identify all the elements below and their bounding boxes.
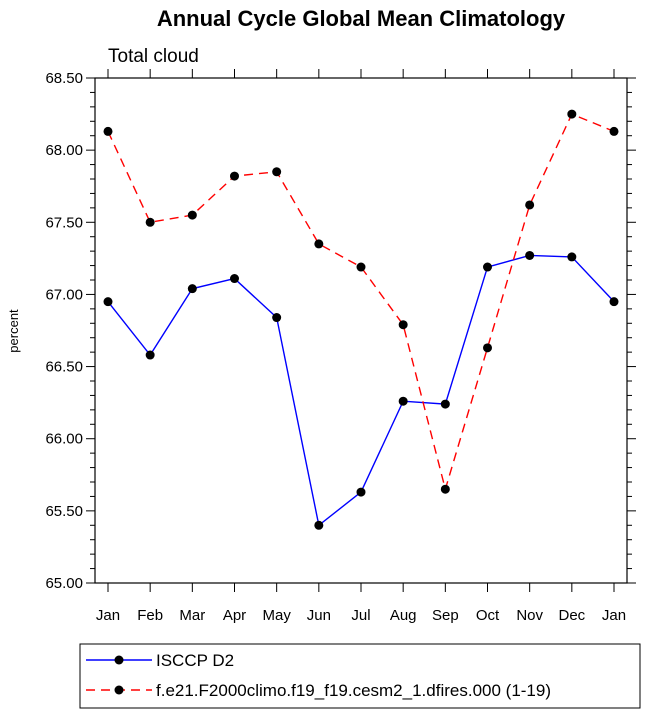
- x-tick-label: Jul: [351, 607, 370, 624]
- plot-frame: [94, 77, 628, 584]
- x-tick-label: Feb: [137, 607, 163, 624]
- x-tick-label: Nov: [516, 607, 543, 624]
- data-point-1: [145, 217, 155, 227]
- data-point-1: [440, 484, 450, 494]
- data-point-1: [187, 210, 197, 220]
- axis-ticks: [86, 69, 636, 592]
- data-point-0: [440, 399, 450, 409]
- data-point-1: [525, 200, 535, 210]
- data-point-1: [272, 167, 282, 177]
- legend-marker-0: [114, 655, 124, 665]
- data-point-1: [398, 320, 408, 330]
- x-tick-label: May: [262, 607, 291, 624]
- data-point-0: [483, 262, 492, 272]
- x-tick-label: Oct: [476, 607, 500, 624]
- data-point-0: [398, 396, 408, 406]
- series-lines: [107, 113, 615, 527]
- data-point-0: [187, 284, 197, 294]
- y-tick-label: 67.50: [45, 214, 83, 231]
- series-markers: [103, 109, 619, 530]
- data-point-0: [609, 297, 619, 307]
- legend: ISCCP D2 f.e21.F2000climo.f19_f19.cesm2_1…: [79, 643, 641, 709]
- x-tick-label: Apr: [223, 607, 246, 624]
- data-point-0: [314, 520, 324, 530]
- x-tick-labels: Jan Feb Mar Apr May Jun Jul Aug Sep Oct Nov Dec Jan: [96, 607, 626, 624]
- chart-subtitle: Total cloud: [108, 46, 199, 67]
- y-tick-label: 66.50: [45, 359, 83, 376]
- legend-marker-1: [114, 685, 124, 695]
- legend-items: ISCCP D2 f.e21.F2000climo.f19_f19.cesm2_1…: [86, 651, 551, 700]
- series-line-0: [107, 254, 615, 527]
- y-tick-label: 65.00: [45, 575, 83, 592]
- y-tick-label: 68.00: [45, 142, 83, 159]
- y-tick-label: 68.50: [45, 70, 83, 87]
- data-point-1: [609, 126, 619, 136]
- legend-label-0: ISCCP D2: [156, 651, 234, 670]
- data-point-1: [314, 239, 324, 249]
- data-point-0: [567, 252, 577, 262]
- x-tick-label: Sep: [432, 607, 459, 624]
- x-tick-label: Aug: [390, 607, 417, 624]
- y-tick-labels: 65.00 65.50 66.00 66.50 67.00 67.50 68.00 68.50: [45, 70, 83, 592]
- x-tick-label: Jun: [307, 607, 331, 624]
- data-point-1: [483, 343, 492, 353]
- data-point-1: [356, 262, 366, 272]
- data-point-0: [525, 250, 535, 260]
- y-tick-label: 66.00: [45, 431, 83, 448]
- data-point-0: [103, 297, 113, 307]
- x-tick-label: Jan: [602, 607, 626, 624]
- x-tick-label: Dec: [558, 607, 585, 624]
- data-point-1: [567, 109, 577, 119]
- data-point-0: [356, 487, 366, 497]
- data-point-1: [103, 126, 113, 136]
- data-point-0: [230, 274, 239, 284]
- chart-title: Annual Cycle Global Mean Climatology: [157, 6, 566, 31]
- x-tick-label: Jan: [96, 607, 120, 624]
- data-point-0: [272, 313, 282, 323]
- legend-box: [79, 643, 641, 709]
- y-tick-label: 67.00: [45, 286, 83, 303]
- y-tick-label: 65.50: [45, 503, 83, 520]
- y-axis-label: percent: [6, 309, 21, 353]
- data-point-1: [230, 171, 239, 181]
- data-point-0: [145, 350, 155, 360]
- legend-label-1: f.e21.F2000climo.f19_f19.cesm2_1.dfires.…: [156, 681, 551, 700]
- x-tick-label: Mar: [179, 607, 205, 624]
